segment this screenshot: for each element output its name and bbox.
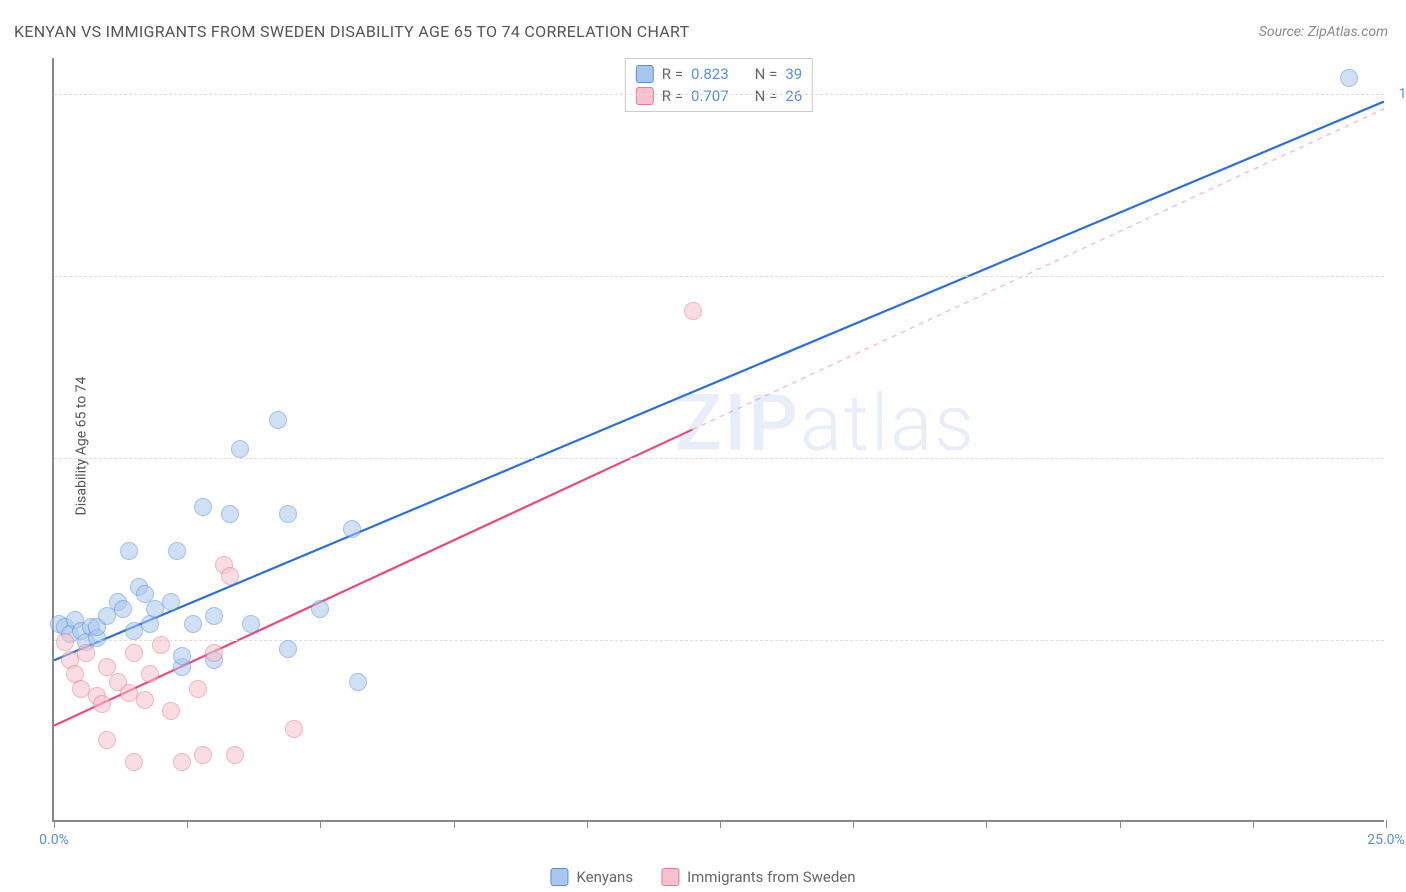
scatter-point	[221, 567, 239, 585]
gridline-h	[54, 640, 1384, 641]
x-tick	[320, 820, 321, 828]
scatter-point	[279, 640, 297, 658]
x-tick-label: 25.0%	[1367, 832, 1405, 848]
x-tick	[853, 820, 854, 828]
scatter-point	[184, 615, 202, 633]
scatter-point	[98, 731, 116, 749]
scatter-point	[173, 647, 191, 665]
stats-r-value: 0.707	[691, 87, 729, 105]
scatter-point	[231, 440, 249, 458]
scatter-point	[162, 593, 180, 611]
x-tick	[1120, 820, 1121, 828]
chart-plot-area: ZIPatlas R =0.823N =39R =0.707N =26 25.0…	[52, 58, 1384, 822]
x-tick-label: 0.0%	[39, 832, 69, 848]
scatter-point	[1340, 69, 1358, 87]
legend-swatch	[636, 65, 654, 83]
legend-swatch	[550, 868, 568, 886]
legend-label: Kenyans	[576, 868, 633, 886]
scatter-point	[279, 505, 297, 523]
scatter-point	[684, 302, 702, 320]
stats-n-value: 26	[785, 87, 802, 105]
scatter-point	[205, 607, 223, 625]
scatter-point	[205, 644, 223, 662]
scatter-point	[221, 505, 239, 523]
stats-r-value: 0.823	[691, 65, 729, 83]
scatter-point	[242, 615, 260, 633]
stats-n-value: 39	[785, 65, 802, 83]
scatter-point	[194, 746, 212, 764]
legend: Kenyans Immigrants from Sweden	[550, 868, 855, 886]
scatter-point	[189, 680, 207, 698]
scatter-point	[162, 702, 180, 720]
x-tick	[454, 820, 455, 828]
stats-row: R = 0.707 N = 26	[636, 85, 802, 107]
x-tick	[986, 820, 987, 828]
x-tick	[1386, 820, 1387, 828]
scatter-point	[77, 644, 95, 662]
x-tick	[587, 820, 588, 828]
legend-swatch	[636, 87, 654, 105]
x-tick	[1253, 820, 1254, 828]
scatter-point	[152, 636, 170, 654]
gridline-h	[54, 276, 1384, 277]
scatter-point	[141, 665, 159, 683]
stats-r-label: R =	[662, 65, 683, 83]
scatter-point	[343, 520, 361, 538]
y-tick-label: 100.0%	[1399, 86, 1406, 102]
stats-r-label: R =	[662, 87, 683, 105]
x-tick	[187, 820, 188, 828]
scatter-point	[93, 695, 111, 713]
trend-lines-svg	[54, 58, 1384, 820]
scatter-point	[226, 746, 244, 764]
scatter-point	[311, 600, 329, 618]
scatter-point	[349, 673, 367, 691]
legend-item: Immigrants from Sweden	[661, 868, 855, 886]
stats-box: R = 0.823 N = 39 R = 0.707 N = 26	[625, 58, 813, 112]
scatter-point	[269, 411, 287, 429]
legend-item: Kenyans	[550, 868, 633, 886]
x-tick	[54, 820, 55, 828]
watermark: ZIPatlas	[675, 378, 976, 469]
trend-line-solid	[54, 102, 1384, 661]
scatter-point	[136, 691, 154, 709]
chart-title: KENYAN VS IMMIGRANTS FROM SWEDEN DISABIL…	[14, 22, 689, 41]
gridline-h	[54, 458, 1384, 459]
scatter-point	[125, 753, 143, 771]
scatter-point	[56, 633, 74, 651]
scatter-point	[285, 720, 303, 738]
legend-swatch	[661, 868, 679, 886]
stats-n-label: N =	[755, 87, 778, 105]
scatter-point	[173, 753, 191, 771]
stats-n-label: N =	[755, 65, 778, 83]
scatter-point	[194, 498, 212, 516]
source-attribution: Source: ZipAtlas.com	[1259, 24, 1388, 40]
x-tick	[720, 820, 721, 828]
scatter-point	[168, 542, 186, 560]
trend-line-dashed	[692, 109, 1384, 430]
gridline-h	[54, 94, 1384, 95]
scatter-point	[120, 542, 138, 560]
scatter-point	[125, 644, 143, 662]
stats-row: R = 0.823 N = 39	[636, 63, 802, 85]
legend-label: Immigrants from Sweden	[687, 868, 855, 886]
scatter-point	[114, 600, 132, 618]
